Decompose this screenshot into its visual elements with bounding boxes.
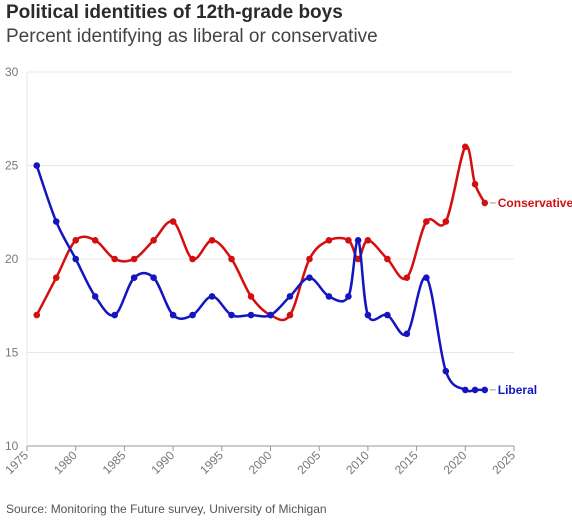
data-point-conservative <box>345 237 352 244</box>
series-label-conservative: Conservative <box>498 196 572 210</box>
data-point-liberal <box>403 330 411 338</box>
data-point-liberal <box>442 367 450 375</box>
data-point-liberal <box>247 311 255 319</box>
data-point-conservative <box>462 143 469 151</box>
data-point-liberal <box>189 311 196 319</box>
data-point-conservative <box>442 218 450 225</box>
y-tick-label: 30 <box>5 65 19 79</box>
data-point-liberal <box>345 293 352 300</box>
data-point-liberal <box>481 386 489 394</box>
y-tick-label: 25 <box>5 159 19 173</box>
y-tick-label: 15 <box>5 346 19 360</box>
chart-title: Political identities of 12th-grade boys <box>6 2 343 23</box>
data-point-liberal <box>364 311 372 319</box>
data-point-conservative <box>52 274 60 282</box>
x-tick-label: 2025 <box>489 448 518 477</box>
data-point-liberal <box>228 311 235 319</box>
y-axis-ticks: 10 15 20 25 30 <box>5 65 19 453</box>
data-point-conservative <box>150 237 157 244</box>
data-point-liberal <box>33 162 41 169</box>
x-axis: 1975 1980 1985 1990 1995 2000 2005 2010 2015 2020… <box>2 72 518 477</box>
series-label-liberal: Liberal <box>498 383 537 397</box>
data-point-liberal <box>267 311 274 319</box>
data-point-conservative <box>228 255 235 263</box>
data-point-liberal <box>150 274 157 282</box>
data-point-liberal <box>423 274 430 282</box>
x-tick-label: 1995 <box>197 448 226 477</box>
data-point-conservative <box>286 311 294 319</box>
data-point-liberal <box>91 293 99 300</box>
data-point-conservative <box>364 237 372 244</box>
series-line-liberal <box>35 164 487 393</box>
data-point-conservative <box>130 255 138 263</box>
data-point-conservative <box>169 218 177 225</box>
y-tick-label: 20 <box>5 252 19 266</box>
data-point-conservative <box>111 255 118 263</box>
series-conservative: Conservative <box>33 143 572 322</box>
x-tick-label: 1980 <box>51 448 80 477</box>
chart-subtitle: Percent identifying as liberal or conser… <box>6 26 378 47</box>
data-point-conservative <box>423 218 430 225</box>
data-point-conservative <box>403 274 411 282</box>
x-tick-label: 1985 <box>100 448 129 477</box>
gridlines <box>27 71 514 447</box>
data-point-conservative <box>91 237 99 244</box>
data-point-liberal <box>462 386 469 394</box>
data-point-liberal <box>384 311 391 319</box>
source-note: Source: Monitoring the Future survey, Un… <box>6 502 327 516</box>
series-liberal: Liberal <box>33 162 537 397</box>
x-tick-label: 2000 <box>246 448 275 477</box>
data-point-liberal <box>52 218 60 225</box>
data-point-liberal <box>72 255 79 263</box>
data-point-conservative <box>481 199 489 207</box>
data-point-liberal <box>130 274 138 282</box>
data-point-conservative <box>384 255 391 263</box>
data-point-conservative <box>325 237 333 244</box>
x-tick-label: 2010 <box>343 448 372 477</box>
x-tick-label: 2005 <box>295 448 324 477</box>
data-point-liberal <box>471 386 479 394</box>
data-point-liberal <box>208 293 216 300</box>
data-point-liberal <box>354 237 362 244</box>
series-group: Conservative Liberal <box>33 143 572 397</box>
data-point-conservative <box>189 255 196 263</box>
data-point-conservative <box>247 293 255 300</box>
data-point-liberal <box>111 311 118 319</box>
x-tick-label: 2020 <box>441 448 470 477</box>
data-point-conservative <box>471 180 479 188</box>
x-tick-label: 1990 <box>148 448 177 477</box>
data-point-liberal <box>286 293 294 300</box>
data-point-liberal <box>306 274 313 282</box>
data-point-liberal <box>325 293 333 300</box>
x-tick-label: 2015 <box>392 448 421 477</box>
y-tick-label: 10 <box>5 439 19 453</box>
data-point-conservative <box>33 311 41 319</box>
data-point-conservative <box>208 237 216 244</box>
data-point-conservative <box>72 237 79 244</box>
data-point-conservative <box>306 255 313 263</box>
data-point-liberal <box>169 311 177 319</box>
